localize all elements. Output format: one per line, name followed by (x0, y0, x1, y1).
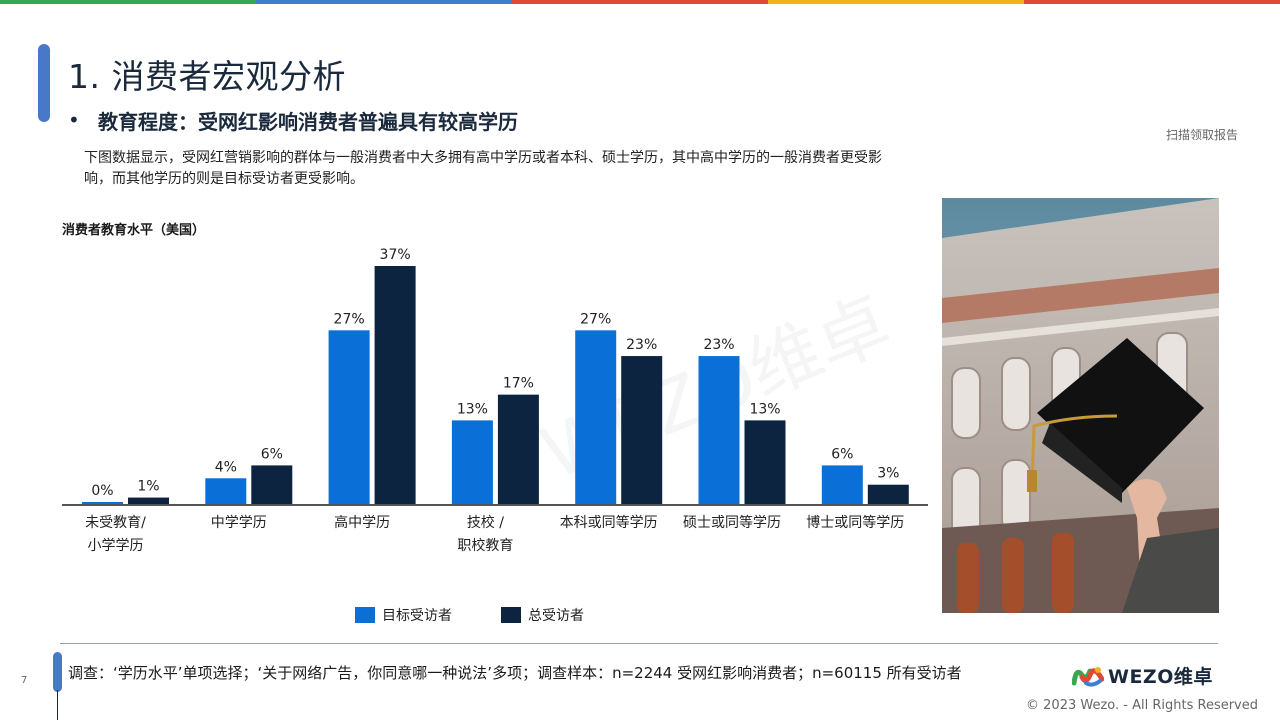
footer-divider (60, 643, 1218, 644)
data-label-total-5: 13% (749, 401, 780, 417)
data-label-total-1: 6% (261, 446, 283, 462)
category-label-3: 职校教育 (457, 537, 513, 554)
bar-total-6 (867, 484, 909, 504)
legend-label-target: 目标受访者 (382, 608, 452, 624)
bar-target-3 (451, 420, 493, 504)
page-number: 7 (21, 675, 28, 686)
data-label-target-4: 27% (580, 311, 611, 327)
data-label-total-6: 3% (877, 466, 899, 482)
category-label-5: 硕士或同等学历 (683, 514, 781, 531)
data-label-total-4: 23% (626, 337, 657, 353)
bar-total-0 (128, 497, 169, 504)
scan-report-note[interactable]: 扫描领取报告 (1165, 128, 1238, 142)
category-label-1: 中学学历 (211, 515, 267, 531)
footer-accent-bar (53, 652, 62, 692)
wezo-logo: WEZO维卓 (1072, 662, 1213, 689)
bar-target-0 (82, 502, 123, 504)
page-subtitle: 教育程度：受网红影响消费者普遍具有较高学历 (98, 110, 518, 134)
page-title: 1. 消费者宏观分析 (68, 57, 346, 96)
data-label-target-0: 0% (91, 483, 113, 499)
bar-total-3 (497, 394, 539, 504)
top-bar-segment (768, 0, 1024, 4)
bar-total-2 (374, 266, 416, 504)
data-label-total-3: 17% (503, 376, 534, 392)
bar-target-5 (698, 356, 740, 504)
data-label-target-2: 27% (334, 311, 365, 327)
category-label-6: 博士或同等学历 (806, 514, 904, 531)
top-color-bar (0, 0, 1280, 4)
top-bar-segment (1024, 0, 1280, 4)
description-text: 下图数据显示，受网红营销影响的群体与一般消费者中大多拥有高中学历或者本科、硕士学… (84, 150, 882, 187)
survey-note: 调查：‘学历水平’单项选择；‘关于网络广告，你同意哪一种说法’多项；调查样本：n… (68, 664, 962, 682)
wezo-logo-text: WEZO维卓 (1108, 666, 1213, 688)
chart-legend: 目标受访者 总受访者 (0, 605, 1280, 625)
category-label-0: 小学学历 (88, 538, 144, 554)
chart-title: 消费者教育水平（美国） (62, 223, 206, 238)
data-label-target-6: 6% (831, 446, 853, 462)
wezo-logo-icon (1072, 666, 1104, 687)
category-label-3: 技校 / (467, 514, 504, 531)
footer-vertical-line (57, 690, 58, 720)
subtitle-bullet: • (68, 108, 80, 132)
bar-total-4 (621, 356, 663, 504)
data-label-target-1: 4% (215, 459, 237, 475)
category-label-4: 本科或同等学历 (560, 514, 658, 531)
bar-target-4 (575, 330, 617, 504)
legend-item-target: 目标受访者 (355, 605, 452, 625)
category-label-2: 高中学历 (334, 514, 390, 531)
legend-swatch-total (501, 607, 521, 623)
bar-target-6 (821, 465, 863, 504)
top-bar-segment (256, 0, 512, 4)
legend-item-total: 总受访者 (501, 605, 584, 625)
title-accent-bar (38, 44, 50, 122)
bar-target-1 (205, 478, 247, 504)
graduation-cap-photo (942, 198, 1219, 613)
data-label-target-5: 23% (703, 337, 734, 353)
data-label-target-3: 13% (457, 401, 488, 417)
legend-swatch-target (355, 607, 375, 623)
legend-label-total: 总受访者 (528, 608, 584, 624)
data-label-total-2: 37% (380, 247, 411, 263)
data-label-total-0: 1% (137, 479, 159, 495)
copyright-text: © 2023 Wezo. - All Rights Reserved (1026, 698, 1258, 713)
bar-target-2 (328, 330, 370, 504)
bar-total-5 (744, 420, 786, 504)
bar-total-1 (251, 465, 293, 504)
top-bar-segment (0, 0, 256, 4)
category-label-0: 未受教育/ (85, 515, 146, 531)
top-bar-segment (512, 0, 768, 4)
